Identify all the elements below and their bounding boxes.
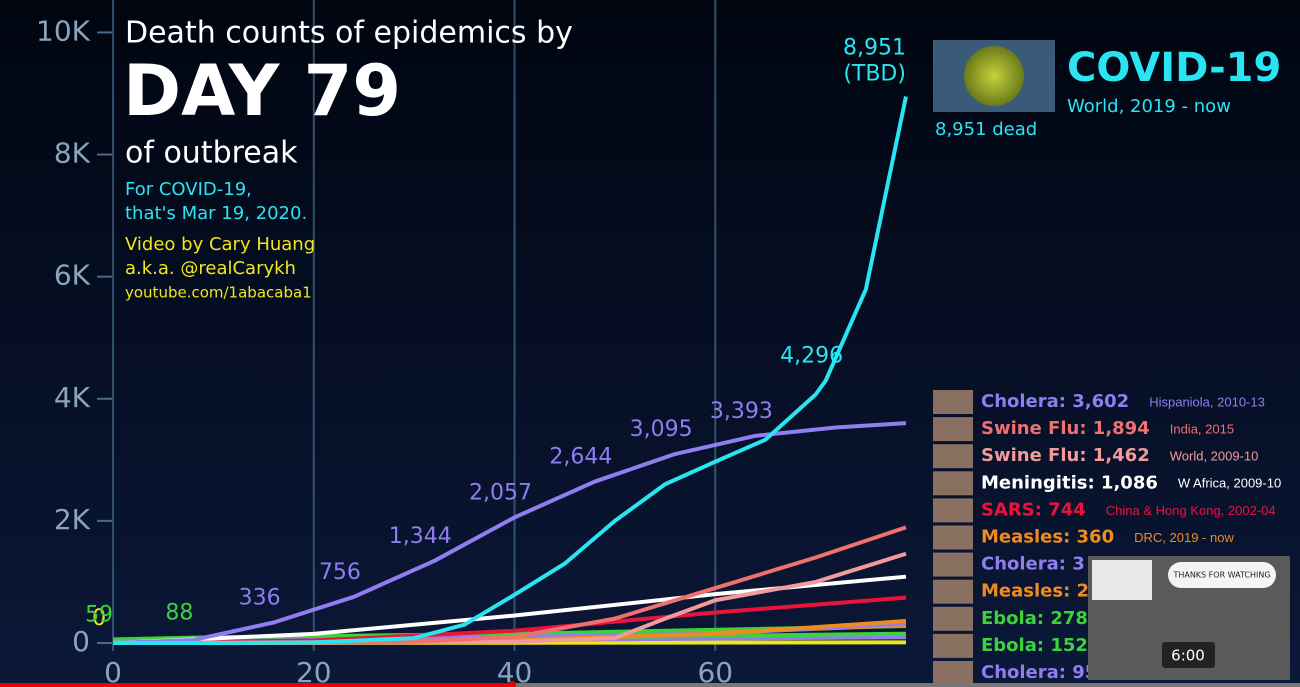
legend-name: Swine Flu: 1,894 xyxy=(981,418,1150,439)
legend-thumb xyxy=(933,552,973,577)
legend-name: Ebola: 278 xyxy=(981,608,1088,629)
credit: Video by Cary Huang xyxy=(125,234,315,255)
data-label: 1,344 xyxy=(389,524,452,549)
banner: THANKS FOR WATCHING xyxy=(1172,571,1270,580)
legend-region: India, 2015 xyxy=(1170,422,1234,437)
headline: DAY 79 xyxy=(123,50,401,132)
legend-name: Cholera: 3 xyxy=(981,554,1085,575)
y-tick-label: 8K xyxy=(54,137,91,170)
featured-region: World, 2019 - now xyxy=(1067,96,1231,117)
legend-thumb xyxy=(933,606,973,631)
legend-region: World, 2009-10 xyxy=(1170,449,1259,464)
data-label: 88 xyxy=(165,601,193,626)
x-tick-label: 60 xyxy=(697,656,733,687)
legend-region: DRC, 2019 - now xyxy=(1134,530,1234,545)
legend-name: Ebola: 152 xyxy=(981,635,1088,656)
x-tick-label: 20 xyxy=(296,656,332,687)
legend-thumb xyxy=(933,661,973,685)
y-tick-label: 4K xyxy=(54,381,91,414)
virus-icon xyxy=(964,46,1024,106)
legend-thumb xyxy=(933,417,973,442)
y-tick-label: 0 xyxy=(72,625,90,658)
legend-thumb xyxy=(933,498,973,523)
legend-name: SARS: 744 xyxy=(981,499,1086,520)
link: youtube.com/1abacaba1 xyxy=(125,284,312,302)
data-label: 2,644 xyxy=(549,445,612,470)
info-line: that's Mar 19, 2020. xyxy=(125,203,307,224)
data-label: 8,951 xyxy=(843,35,906,60)
progress-handle[interactable] xyxy=(508,681,516,687)
duration-badge xyxy=(1162,642,1215,668)
data-label: 4,296 xyxy=(780,344,843,369)
x-tick-label: 0 xyxy=(104,656,122,687)
credit: a.k.a. @realCarykh xyxy=(125,258,296,279)
banner-pill xyxy=(1168,562,1276,588)
progress-track[interactable] xyxy=(0,683,1300,687)
featured-card: COVID-19 World, 2019 - now 8,951 dead xyxy=(933,40,1281,140)
featured-name: COVID-19 xyxy=(1067,45,1281,91)
info-line: For COVID-19, xyxy=(125,179,252,200)
data-label: 3,095 xyxy=(630,417,693,442)
data-label-suffix: (TBD) xyxy=(843,61,906,86)
series-line xyxy=(113,525,907,645)
sheet-icon xyxy=(1092,560,1152,600)
legend-name: Meningitis: 1,086 xyxy=(981,472,1158,493)
legend-region: W Africa, 2009-10 xyxy=(1178,476,1281,491)
legend-name: Cholera: 3,602 xyxy=(981,391,1129,412)
legend-region: Hispaniola, 2010-13 xyxy=(1149,394,1265,409)
data-label: 2,057 xyxy=(469,480,532,505)
legend-name: Cholera: 95 xyxy=(981,662,1097,683)
data-label: 3,393 xyxy=(710,399,773,424)
data-label: 336 xyxy=(239,585,281,610)
progress-bar xyxy=(0,683,512,687)
legend-thumb xyxy=(933,579,973,604)
y-tick-label: 6K xyxy=(54,259,91,292)
legend-region: China & Hong Kong, 2002-04 xyxy=(1106,503,1276,518)
subtitle: of outbreak xyxy=(125,136,298,171)
data-label: 59 xyxy=(85,602,113,627)
end-screen[interactable]: THANKS FOR WATCHING 6:00 xyxy=(1088,556,1290,680)
legend-thumb xyxy=(933,444,973,469)
legend-thumb xyxy=(933,471,973,496)
legend-name: Measles: 2 xyxy=(981,581,1089,602)
legend-name: Measles: 360 xyxy=(981,527,1114,548)
title: Death counts of epidemics by xyxy=(125,16,573,51)
x-tick-label: 40 xyxy=(497,656,533,687)
legend-name: Swine Flu: 1,462 xyxy=(981,445,1150,466)
data-label: 756 xyxy=(319,560,361,585)
legend-thumb xyxy=(933,525,973,550)
legend-thumb xyxy=(933,390,973,414)
series-line xyxy=(113,624,907,642)
y-tick-label: 10K xyxy=(36,14,91,47)
duration: 6:00 xyxy=(1171,647,1205,665)
series-line xyxy=(113,96,908,645)
y-tick-label: 2K xyxy=(54,503,91,536)
data-label: 0 xyxy=(92,606,106,631)
series-line xyxy=(112,421,907,645)
legend-thumb xyxy=(933,633,973,658)
featured-count: 8,951 dead xyxy=(935,119,1037,140)
